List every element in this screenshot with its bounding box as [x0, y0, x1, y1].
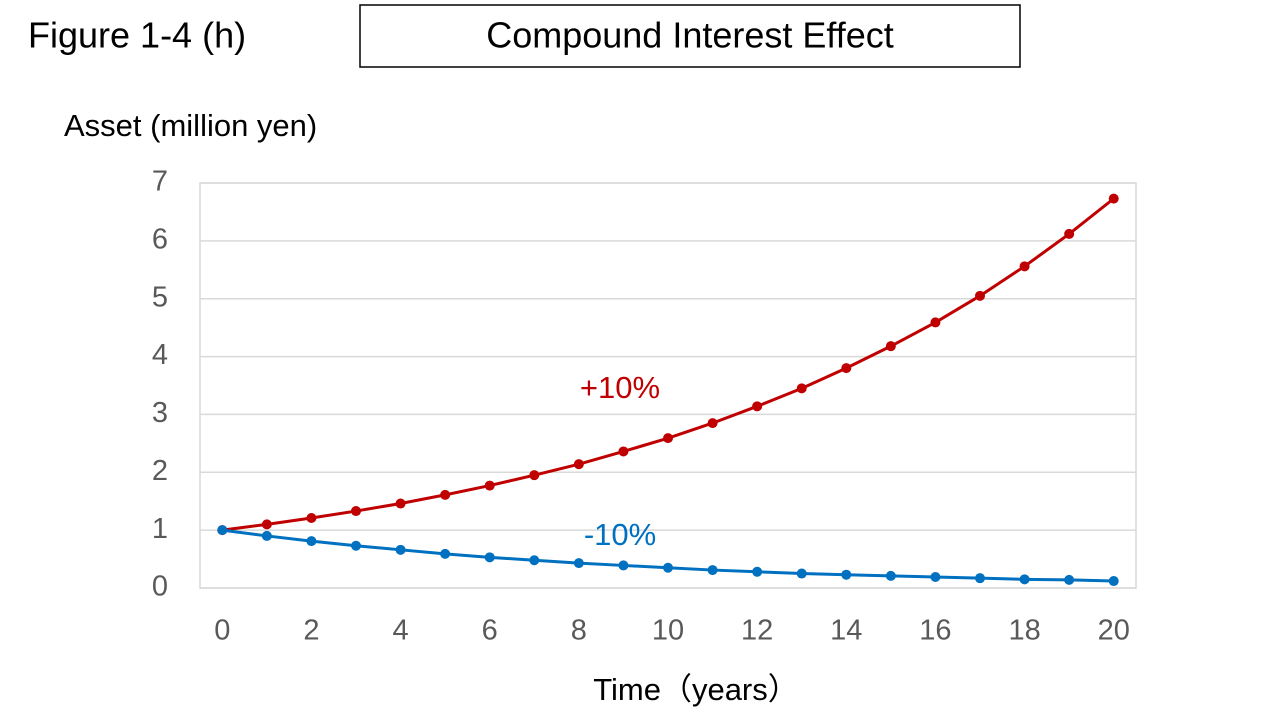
- data-point: [1019, 261, 1030, 272]
- x-tick-label: 0: [214, 615, 230, 647]
- data-point: [484, 552, 495, 563]
- x-tick-label: 6: [482, 615, 498, 647]
- data-point: [796, 568, 807, 579]
- x-tick-label: 10: [652, 615, 684, 647]
- plot-area: [199, 182, 1137, 589]
- data-point: [930, 317, 941, 328]
- y-axis-label: Asset (million yen): [64, 108, 317, 143]
- x-tick-label: 16: [919, 615, 951, 647]
- data-point: [395, 544, 406, 555]
- y-tick-label: 3: [152, 397, 168, 429]
- y-tick-label: 7: [152, 166, 168, 198]
- data-point: [484, 480, 495, 491]
- data-point: [1108, 576, 1119, 587]
- x-tick-label: 20: [1098, 615, 1130, 647]
- data-point: [707, 565, 718, 576]
- data-point: [841, 363, 852, 374]
- x-tick-label: 14: [830, 615, 862, 647]
- data-point: [351, 506, 361, 517]
- data-point: [618, 446, 629, 457]
- y-tick-label: 0: [152, 571, 168, 603]
- data-point: [796, 383, 807, 394]
- data-point: [261, 530, 272, 541]
- data-point: [885, 341, 896, 352]
- series-line: [222, 197, 1115, 532]
- data-point: [663, 433, 673, 444]
- y-tick-label: 6: [152, 224, 168, 256]
- data-point: [529, 555, 540, 566]
- data-point: [707, 418, 718, 429]
- data-point: [1064, 574, 1075, 585]
- data-point: [618, 560, 629, 571]
- series-label: -10%: [584, 517, 656, 552]
- data-point: [841, 569, 852, 580]
- data-point: [440, 548, 451, 559]
- y-tick-label: 5: [152, 281, 168, 313]
- chart-subtitle: Compound Interest Effect: [486, 15, 894, 56]
- data-point: [261, 519, 272, 530]
- data-point: [1019, 574, 1030, 585]
- data-point: [395, 498, 406, 509]
- x-tick-label: 18: [1008, 615, 1040, 647]
- data-point: [1064, 228, 1075, 239]
- data-point: [529, 470, 540, 481]
- data-point: [752, 401, 763, 412]
- x-axis-label: Time（years）: [593, 672, 799, 707]
- data-point: [440, 489, 451, 500]
- x-tick-label: 4: [393, 615, 409, 647]
- data-point: [930, 572, 941, 583]
- x-tick-label: 12: [741, 615, 773, 647]
- data-point: [975, 290, 985, 301]
- data-point: [1108, 193, 1119, 204]
- data-point: [306, 536, 317, 547]
- data-point: [573, 558, 584, 569]
- subtitle-box: [359, 4, 1021, 68]
- data-point: [351, 540, 361, 551]
- data-point: [885, 570, 896, 581]
- data-point: [573, 459, 584, 470]
- data-point: [217, 525, 228, 536]
- x-tick-label: 8: [571, 615, 587, 647]
- data-point: [306, 512, 317, 523]
- series-label: +10%: [580, 370, 660, 405]
- data-point: [975, 573, 985, 584]
- data-point: [752, 566, 763, 577]
- x-tick-label: 2: [303, 615, 319, 647]
- y-tick-label: 2: [152, 455, 168, 487]
- data-point: [663, 562, 673, 573]
- y-tick-label: 4: [152, 339, 168, 371]
- y-tick-label: 1: [152, 513, 168, 545]
- chart-title: Figure 1-4 (h): [28, 15, 246, 56]
